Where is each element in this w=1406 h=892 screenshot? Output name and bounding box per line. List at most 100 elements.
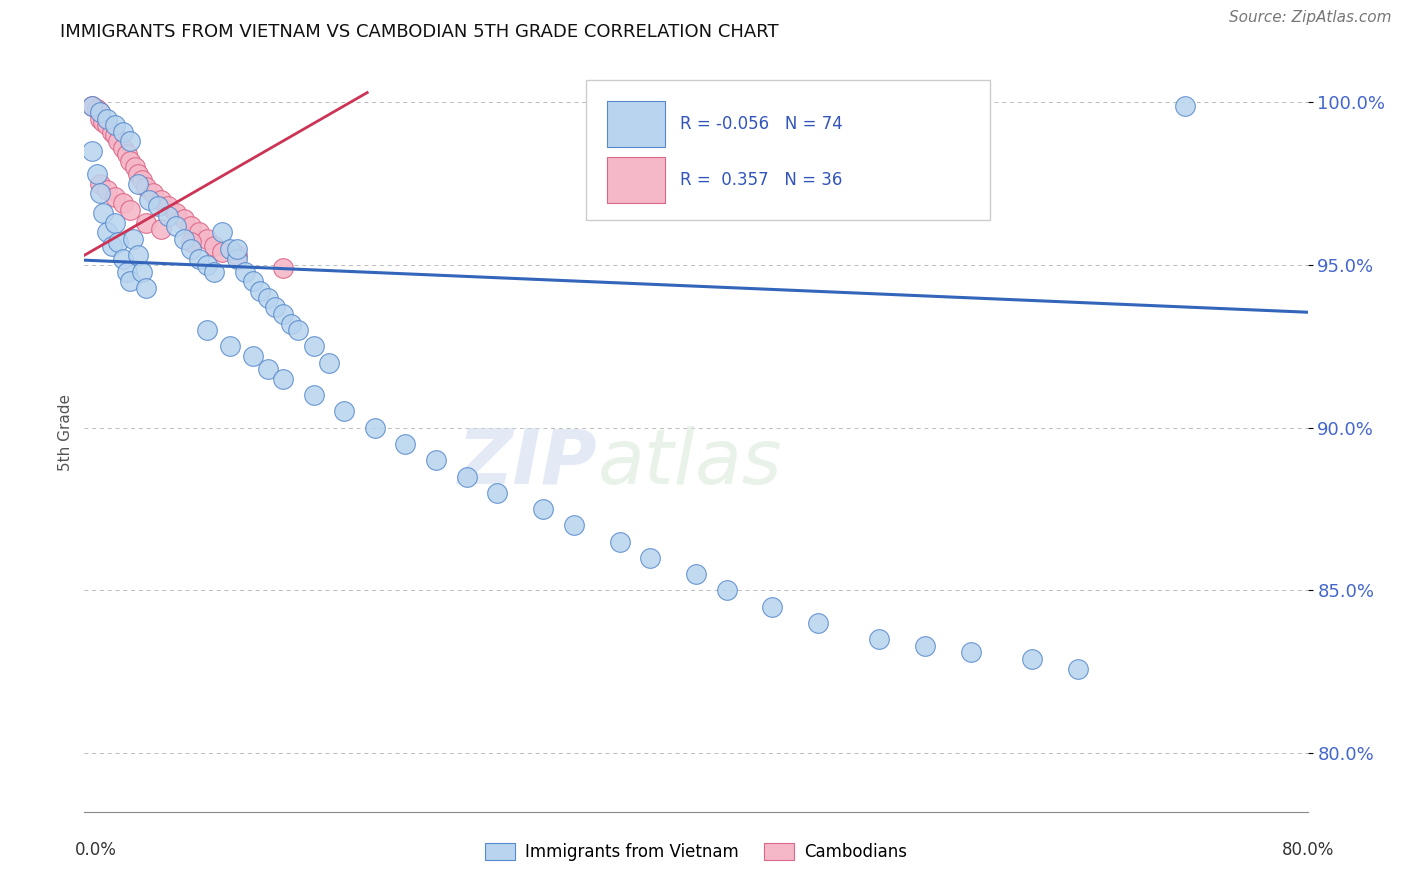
Point [96, 183, 118, 197]
Text: ZIP: ZIP [458, 426, 598, 500]
Text: 80.0%: 80.0% [1281, 840, 1334, 858]
Point [195, 323, 218, 337]
Point [127, 177, 149, 191]
Point [89, 186, 111, 201]
Point [195, 232, 218, 246]
Point [149, 222, 172, 236]
Point [96, 118, 118, 132]
Point [609, 534, 631, 549]
Point [80, 98, 103, 112]
Point [685, 567, 707, 582]
Point [135, 216, 157, 230]
Point [120, 153, 142, 168]
Point [188, 226, 211, 240]
Point [271, 261, 294, 276]
Point [135, 281, 157, 295]
Point [180, 242, 202, 256]
Point [115, 147, 138, 161]
Point [120, 202, 142, 217]
Point [333, 404, 356, 418]
FancyBboxPatch shape [606, 102, 665, 147]
Point [202, 264, 225, 278]
Point [531, 502, 554, 516]
Point [226, 248, 249, 262]
Point [107, 134, 129, 148]
Point [271, 307, 294, 321]
FancyBboxPatch shape [606, 157, 665, 202]
Point [486, 485, 509, 500]
Point [89, 105, 111, 120]
Point [638, 550, 661, 565]
Point [211, 226, 233, 240]
Point [111, 125, 134, 139]
Point [111, 141, 134, 155]
Point [80, 144, 103, 158]
Point [80, 98, 103, 112]
Point [302, 339, 325, 353]
Point [218, 339, 240, 353]
Point [226, 252, 249, 266]
Point [173, 212, 195, 227]
Point [89, 105, 111, 120]
Point [716, 583, 738, 598]
Point [188, 252, 211, 266]
Point [218, 242, 240, 256]
Point [124, 161, 146, 175]
Y-axis label: 5th Grade: 5th Grade [58, 394, 73, 471]
Point [142, 186, 165, 201]
Point [111, 252, 134, 266]
Point [302, 388, 325, 402]
Point [242, 274, 264, 288]
Point [226, 242, 249, 256]
Point [1021, 652, 1043, 666]
Point [280, 317, 302, 331]
Point [195, 258, 218, 272]
Text: 0.0%: 0.0% [75, 840, 117, 858]
Point [364, 421, 387, 435]
Point [101, 238, 124, 252]
Point [807, 615, 830, 630]
Point [257, 291, 280, 305]
Point [138, 193, 160, 207]
Point [233, 264, 256, 278]
Point [287, 323, 309, 337]
Text: atlas: atlas [598, 426, 783, 500]
Point [131, 173, 153, 187]
Point [960, 645, 983, 659]
Point [456, 469, 478, 483]
Point [562, 518, 585, 533]
Point [91, 206, 114, 220]
Point [165, 219, 187, 233]
Point [242, 349, 264, 363]
Point [120, 134, 142, 148]
Point [101, 125, 124, 139]
Point [86, 102, 108, 116]
Text: R = -0.056   N = 74: R = -0.056 N = 74 [681, 115, 842, 133]
Point [104, 118, 127, 132]
FancyBboxPatch shape [586, 80, 990, 220]
Point [135, 180, 157, 194]
Point [120, 274, 142, 288]
Point [96, 112, 118, 126]
Point [146, 199, 169, 213]
Point [249, 284, 271, 298]
Point [86, 167, 108, 181]
Point [394, 437, 416, 451]
Point [131, 264, 153, 278]
Point [318, 356, 340, 370]
Point [264, 301, 287, 315]
Point [104, 216, 127, 230]
Point [1174, 98, 1197, 112]
Point [96, 226, 118, 240]
Text: IMMIGRANTS FROM VIETNAM VS CAMBODIAN 5TH GRADE CORRELATION CHART: IMMIGRANTS FROM VIETNAM VS CAMBODIAN 5TH… [60, 23, 779, 41]
Text: R =  0.357   N = 36: R = 0.357 N = 36 [681, 171, 842, 189]
Point [157, 199, 180, 213]
Point [104, 128, 127, 142]
Point [271, 372, 294, 386]
Legend: Immigrants from Vietnam, Cambodians: Immigrants from Vietnam, Cambodians [478, 837, 914, 868]
Point [180, 219, 202, 233]
Point [257, 362, 280, 376]
Point [127, 248, 149, 262]
Point [111, 196, 134, 211]
Point [122, 232, 145, 246]
